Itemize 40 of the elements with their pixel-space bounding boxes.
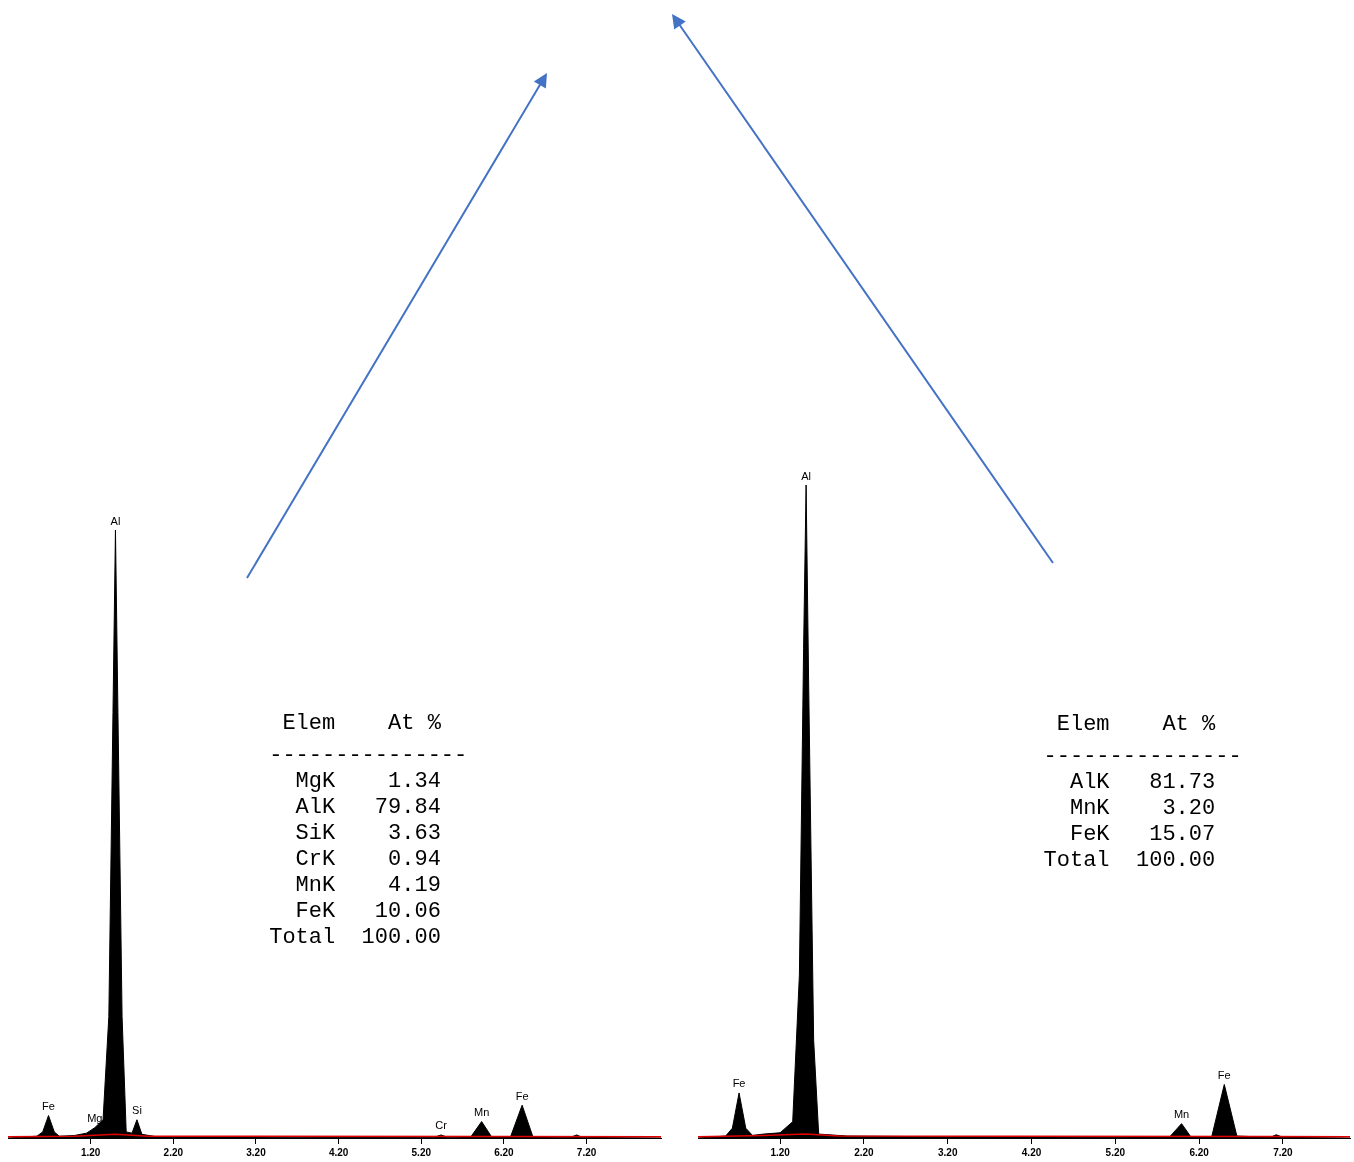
x-tick-label: 3.20 [246,1146,267,1158]
annotation: MgK 1.34 [269,769,441,795]
annotation: Fe [732,1077,746,1090]
annotation: Cr [435,1119,448,1132]
annotation: --------------- [1043,744,1242,770]
annotation: Total 100.00 [1043,848,1216,874]
annotation: FeK 15.07 [1043,822,1216,848]
annotation: AlK 81.73 [1043,770,1216,796]
x-tick-label: 6.20 [1189,1146,1210,1158]
x-tick-label: 6.20 [494,1146,515,1158]
x-tick-label: 2.20 [854,1146,875,1158]
annotation: Mn [1173,1108,1190,1121]
annotation: Total 100.00 [269,925,441,951]
annotation: --------------- [269,743,468,769]
annotation: MnK 3.20 [1043,796,1216,822]
x-tick-label: 4.20 [328,1146,349,1158]
annotation: FeK 10.06 [269,899,441,925]
annotation: CrK 0.94 [269,847,441,873]
annotation: SiK 3.63 [269,821,441,847]
x-tick-label: 1.20 [80,1146,101,1158]
annotation: Si [132,1104,142,1117]
annotation: Fe [515,1089,529,1102]
annotation: Elem At % [1043,712,1216,738]
annotation: Fe [1217,1068,1231,1081]
annotation: Fe [42,1100,55,1113]
annotation: Al [110,514,121,527]
annotation: Al [801,469,811,482]
x-tick-label: 5.20 [411,1146,432,1158]
x-tick-label: 1.20 [770,1146,791,1158]
x-tick-label: 7.20 [576,1146,597,1158]
x-tick-label: 3.20 [938,1146,958,1158]
annotation: Elem At % [269,711,442,737]
annotation: AlK 79.84 [269,795,441,821]
x-tick-label: 7.20 [1273,1146,1294,1158]
x-tick-label: 2.20 [163,1146,184,1158]
x-tick-label: 4.20 [1021,1146,1042,1158]
x-tick-label: 5.20 [1105,1146,1126,1158]
annotation: Mg [87,1112,103,1125]
annotation: MnK 4.19 [269,873,441,899]
annotation: Mn [473,1106,490,1119]
